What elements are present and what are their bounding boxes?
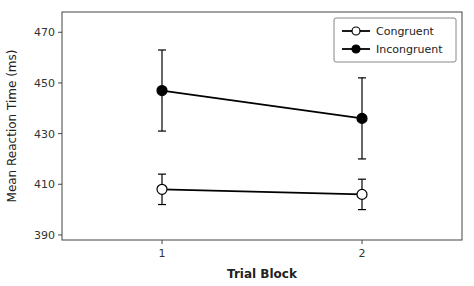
legend-label: Incongruent — [376, 43, 443, 56]
y-tick-label: 470 — [34, 26, 55, 39]
error-bar-cap — [358, 158, 366, 159]
legend-swatch-marker — [352, 27, 360, 35]
series-line — [162, 189, 362, 194]
error-bar-cap — [158, 174, 166, 175]
plot-frame — [62, 12, 462, 240]
y-tick — [58, 133, 62, 134]
legend-swatch-marker — [352, 45, 360, 53]
error-bar-cap — [358, 209, 366, 210]
error-bar-cap — [158, 130, 166, 131]
y-axis-label: Mean Reaction Time (ms) — [5, 50, 19, 203]
data-point — [157, 86, 167, 96]
x-tick-label: 2 — [359, 247, 366, 260]
y-tick-label: 450 — [34, 77, 55, 90]
x-axis-label: Trial Block — [227, 267, 298, 281]
y-tick-label: 410 — [34, 178, 55, 191]
chart: 390 410 430 450 470 1 2 Trial Block Mean Reactio… — [0, 0, 474, 286]
error-bar — [358, 179, 366, 209]
error-bar-cap — [358, 179, 366, 180]
error-bar — [358, 78, 366, 159]
plot-area — [157, 50, 367, 210]
legend-label: Congruent — [376, 25, 435, 38]
data-point — [157, 184, 167, 194]
error-bar — [158, 174, 166, 204]
y-tick — [58, 32, 62, 33]
y-tick — [58, 82, 62, 83]
x-tick — [162, 240, 163, 244]
error-bar-cap — [358, 77, 366, 78]
y-tick — [58, 234, 62, 235]
error-bar-cap — [158, 49, 166, 50]
legend-box — [334, 18, 456, 62]
data-point — [357, 189, 367, 199]
chart-container: 390 410 430 450 470 1 2 Trial Block Mean Reactio… — [0, 0, 474, 286]
y-tick — [58, 184, 62, 185]
error-bar-cap — [158, 204, 166, 205]
x-tick — [362, 240, 363, 244]
y-tick-label: 390 — [34, 229, 55, 242]
legend: Congruent Incongruent — [334, 18, 456, 62]
error-bar — [158, 50, 166, 131]
y-tick-label: 430 — [34, 128, 55, 141]
series-line — [162, 91, 362, 119]
data-point — [357, 113, 367, 123]
x-tick-label: 1 — [159, 247, 166, 260]
